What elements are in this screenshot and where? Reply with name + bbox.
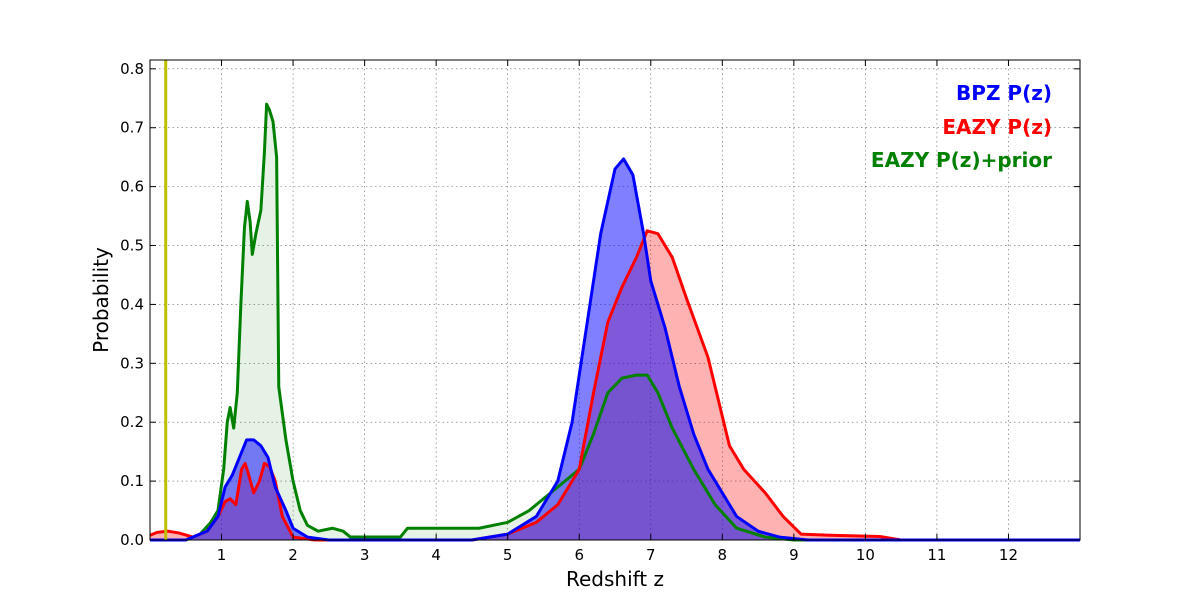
plot-area-frame <box>149 59 1081 541</box>
x-tick-label: 4 <box>431 546 441 564</box>
x-tick-label: 12 <box>999 546 1018 564</box>
y-tick-label: 0.3 <box>120 354 144 372</box>
legend-entry-bpz: BPZ P(z) <box>956 81 1052 105</box>
x-tick-label: 5 <box>503 546 513 564</box>
x-axis-ticks: 1 2 3 4 5 6 7 8 9 10 11 12 <box>217 60 1018 564</box>
series-line-eazy-prior <box>150 102 1080 542</box>
x-tick-label: 11 <box>927 546 946 564</box>
x-tick-label: 2 <box>288 546 298 564</box>
x-axis-label: Redshift z <box>566 567 664 591</box>
x-tick-label: 8 <box>718 546 728 564</box>
legend-entry-eazy-prior: EAZY P(z)+prior <box>871 148 1052 172</box>
y-tick-label: 0.5 <box>120 237 144 255</box>
y-tick-label: 0.8 <box>120 60 144 78</box>
x-tick-label: 6 <box>574 546 584 564</box>
y-tick-label: 0.2 <box>120 413 144 431</box>
y-tick-label: 0.4 <box>120 295 144 313</box>
x-tick-label: 7 <box>646 546 656 564</box>
legend: BPZ P(z) EAZY P(z) EAZY P(z)+prior <box>871 81 1052 172</box>
y-axis-label: Probability <box>89 247 113 353</box>
y-tick-label: 0.1 <box>120 472 144 490</box>
y-tick-label: 0.7 <box>120 119 144 137</box>
y-tick-label: 0.6 <box>120 178 144 196</box>
series-fill-bpz <box>150 158 1080 540</box>
y-tick-label: 0.0 <box>120 531 144 549</box>
legend-entry-eazy: EAZY P(z) <box>942 115 1052 139</box>
series-line-bpz <box>150 157 1080 542</box>
x-tick-label: 10 <box>856 546 875 564</box>
x-tick-label: 3 <box>360 546 370 564</box>
x-tick-label: 1 <box>217 546 227 564</box>
y-axis-ticks: 0.0 0.1 0.2 0.3 0.4 0.5 0.6 0.7 0.8 <box>120 60 1080 549</box>
series-lines <box>149 102 1080 542</box>
x-tick-label: 9 <box>789 546 799 564</box>
